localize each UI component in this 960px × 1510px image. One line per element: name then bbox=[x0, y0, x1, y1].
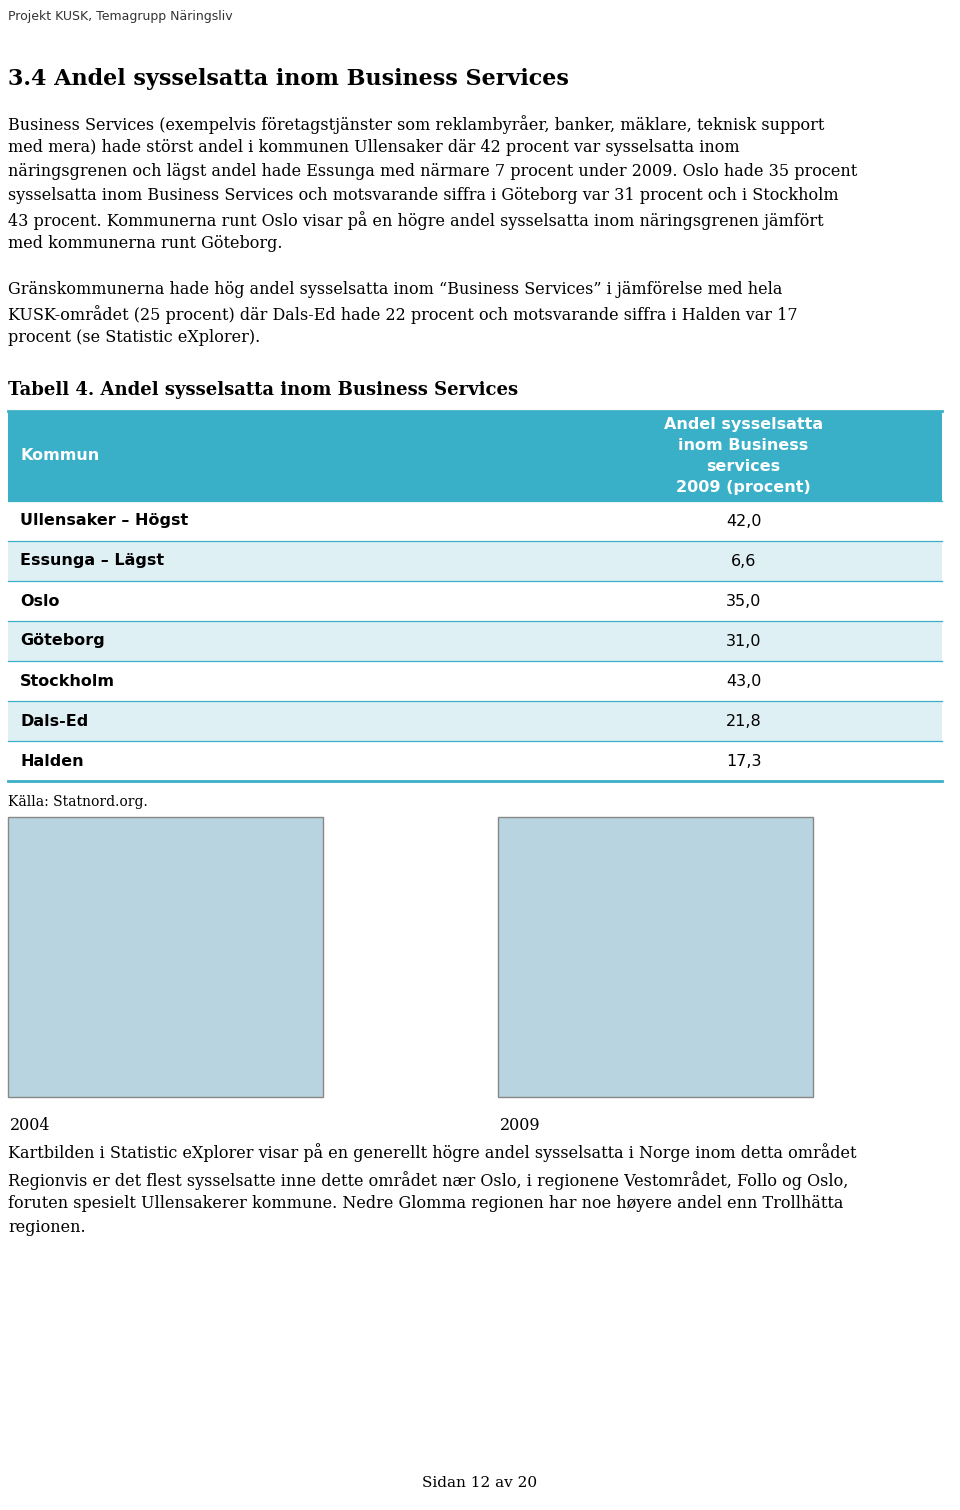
Text: 31,0: 31,0 bbox=[726, 634, 761, 648]
Text: med kommunerna runt Göteborg.: med kommunerna runt Göteborg. bbox=[8, 236, 282, 252]
Text: Business Services (exempelvis företagstjänster som reklambyråer, banker, mäklare: Business Services (exempelvis företagstj… bbox=[8, 115, 825, 134]
Bar bbox=[8, 581, 942, 621]
Text: Sidan 12 av 20: Sidan 12 av 20 bbox=[422, 1475, 538, 1490]
Text: Essunga – Lägst: Essunga – Lägst bbox=[20, 554, 164, 568]
Text: Dals-Ed: Dals-Ed bbox=[20, 714, 88, 728]
Text: 35,0: 35,0 bbox=[726, 593, 761, 609]
Text: näringsgrenen och lägst andel hade Essunga med närmare 7 procent under 2009. Osl: näringsgrenen och lägst andel hade Essun… bbox=[8, 163, 857, 180]
Bar bbox=[8, 501, 942, 541]
Bar bbox=[8, 621, 942, 661]
Bar bbox=[8, 661, 942, 701]
Bar bbox=[8, 817, 323, 1096]
Text: Kommun: Kommun bbox=[20, 448, 99, 464]
Text: Källa: Statnord.org.: Källa: Statnord.org. bbox=[8, 794, 148, 809]
Text: 2004: 2004 bbox=[10, 1117, 51, 1134]
Text: 17,3: 17,3 bbox=[726, 753, 761, 769]
Bar bbox=[8, 701, 942, 741]
Text: Projekt KUSK, Temagrupp Näringsliv: Projekt KUSK, Temagrupp Näringsliv bbox=[8, 11, 232, 23]
Text: Andel sysselsatta
inom Business
services
2009 (procent): Andel sysselsatta inom Business services… bbox=[664, 417, 823, 495]
Text: Ullensaker – Högst: Ullensaker – Högst bbox=[20, 513, 188, 528]
Text: 42,0: 42,0 bbox=[726, 513, 761, 528]
Bar bbox=[8, 411, 942, 501]
Text: 2009: 2009 bbox=[500, 1117, 540, 1134]
Text: 21,8: 21,8 bbox=[726, 714, 761, 728]
Text: Tabell 4. Andel sysselsatta inom Business Services: Tabell 4. Andel sysselsatta inom Busines… bbox=[8, 381, 518, 399]
Text: Stockholm: Stockholm bbox=[20, 673, 115, 689]
Text: foruten spesielt Ullensakerer kommune. Nedre Glomma regionen har noe høyere ande: foruten spesielt Ullensakerer kommune. N… bbox=[8, 1194, 844, 1213]
Text: med mera) hade störst andel i kommunen Ullensaker där 42 procent var sysselsatta: med mera) hade störst andel i kommunen U… bbox=[8, 139, 739, 156]
Text: KUSK-området (25 procent) där Dals-Ed hade 22 procent och motsvarande siffra i H: KUSK-området (25 procent) där Dals-Ed ha… bbox=[8, 305, 798, 325]
Text: Regionvis er det flest sysselsatte inne dette området nær Oslo, i regionene Vest: Regionvis er det flest sysselsatte inne … bbox=[8, 1170, 849, 1190]
Bar bbox=[8, 541, 942, 581]
Text: sysselsatta inom Business Services och motsvarande siffra i Göteborg var 31 proc: sysselsatta inom Business Services och m… bbox=[8, 187, 839, 204]
Bar bbox=[498, 817, 813, 1096]
Text: procent (se Statistic eXplorer).: procent (se Statistic eXplorer). bbox=[8, 329, 260, 346]
Text: 43 procent. Kommunerna runt Oslo visar på en högre andel sysselsatta inom näring: 43 procent. Kommunerna runt Oslo visar p… bbox=[8, 211, 824, 230]
Text: Oslo: Oslo bbox=[20, 593, 60, 609]
Text: Halden: Halden bbox=[20, 753, 84, 769]
Text: 43,0: 43,0 bbox=[726, 673, 761, 689]
Text: Kartbilden i Statistic eXplorer visar på en generellt högre andel sysselsatta i : Kartbilden i Statistic eXplorer visar på… bbox=[8, 1143, 856, 1161]
Text: regionen.: regionen. bbox=[8, 1219, 85, 1237]
Text: 6,6: 6,6 bbox=[731, 554, 756, 568]
Text: 3.4 Andel sysselsatta inom Business Services: 3.4 Andel sysselsatta inom Business Serv… bbox=[8, 68, 569, 91]
Text: Göteborg: Göteborg bbox=[20, 634, 105, 648]
Text: Gränskommunerna hade hög andel sysselsatta inom “Business Services” i jämförelse: Gränskommunerna hade hög andel sysselsat… bbox=[8, 281, 782, 297]
Bar bbox=[8, 741, 942, 781]
